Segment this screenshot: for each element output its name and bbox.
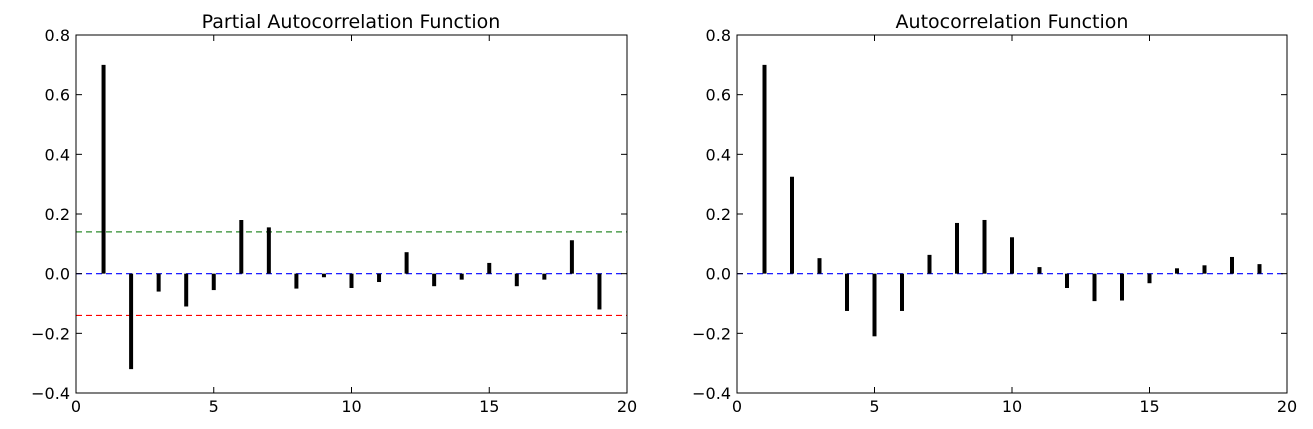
pacf-y-tick-label: 0.6	[45, 86, 70, 105]
pacf-chart-title: Partial Autocorrelation Function	[202, 11, 501, 33]
acf-x-tick-label: 5	[869, 397, 879, 416]
pacf-x-tick-label: 15	[479, 397, 499, 416]
pacf-y-tick-label: 0.0	[45, 265, 70, 284]
acf-x-tick-label: 15	[1139, 397, 1159, 416]
acf-axes-frame	[736, 34, 1288, 394]
pacf-axes-frame	[75, 34, 628, 394]
acf-y-tick-label: 0.8	[706, 26, 731, 45]
pacf-x-tick-label: 10	[341, 397, 361, 416]
acf-y-tick-label: −0.4	[692, 384, 731, 403]
pacf-x-tick-label: 20	[617, 397, 637, 416]
pacf-plot-area: 0 5 10 15 20 −0.4 −0.2 0.0 0.2 0.4 0.6 0.8	[31, 26, 637, 416]
acf-x-tick-label: 0	[732, 397, 742, 416]
acf-x-tick-label: 20	[1277, 397, 1297, 416]
pacf-x-tick-label: 5	[209, 397, 219, 416]
pacf-y-tick-label: 0.8	[45, 26, 70, 45]
pacf-chart: Partial Autocorrelation Function 0 5 10 15 2…	[31, 11, 637, 416]
acf-y-tick-label: 0.2	[706, 205, 731, 224]
acf-y-tick-label: 0.4	[706, 145, 731, 164]
pacf-y-tick-label: 0.4	[45, 145, 70, 164]
acf-y-tick-label: −0.2	[692, 324, 731, 343]
acf-plot-area: 0 5 10 15 20 −0.4 −0.2 0.0 0.2 0.4 0.6 0.8	[692, 26, 1297, 416]
pacf-x-tick-label: 0	[71, 397, 81, 416]
acf-chart: Autocorrelation Function 0 5 10 15 20 −0.4 −0.…	[692, 11, 1297, 416]
pacf-y-tick-label: −0.2	[31, 324, 70, 343]
acf-y-tick-label: 0.0	[706, 265, 731, 284]
acf-chart-title: Autocorrelation Function	[896, 11, 1129, 33]
acf-y-tick-label: 0.6	[706, 86, 731, 105]
acf-x-tick-label: 10	[1002, 397, 1022, 416]
pacf-y-tick-label: −0.4	[31, 384, 70, 403]
pacf-y-tick-label: 0.2	[45, 205, 70, 224]
